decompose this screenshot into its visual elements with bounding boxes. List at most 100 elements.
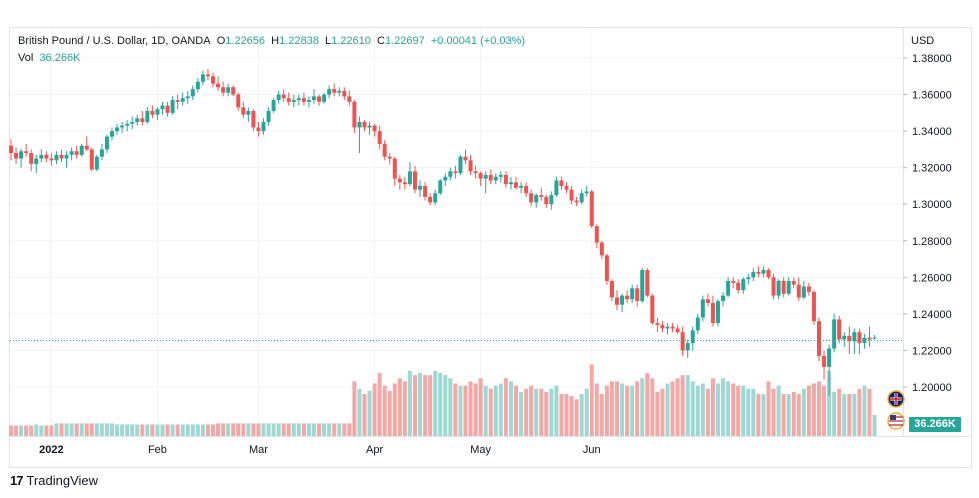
- candle-body: [74, 151, 79, 155]
- candle-body: [579, 193, 584, 203]
- volume-bar: [463, 385, 468, 436]
- candle-body: [609, 280, 614, 298]
- volume-bar: [216, 423, 221, 436]
- volume-legend[interactable]: Vol 36.266K: [18, 52, 80, 64]
- candle-body: [382, 143, 387, 157]
- volume-bar: [781, 394, 786, 436]
- candle-body: [377, 131, 382, 144]
- price-axis[interactable]: 1.38000 1.36000 1.34000 1.32000 1.30000 1.280…: [903, 53, 952, 394]
- candle-body: [695, 317, 700, 331]
- volume-bar: [317, 423, 322, 436]
- candle-body: [781, 280, 786, 294]
- volume-bar: [251, 423, 256, 436]
- volume-bar: [236, 423, 241, 436]
- volume-bar: [539, 388, 544, 436]
- candle-body: [9, 145, 13, 154]
- chart-border: [9, 27, 972, 468]
- volume-bar: [79, 423, 84, 436]
- candle-body: [54, 154, 59, 161]
- volume-bar: [175, 424, 180, 436]
- candle-body: [675, 328, 680, 333]
- volume-bar: [508, 381, 513, 436]
- volume-bar: [811, 383, 816, 436]
- candle-body: [478, 173, 483, 179]
- close-label: C: [377, 35, 385, 47]
- candle-body: [69, 151, 74, 155]
- price-tick-label: 1.22000: [912, 345, 952, 357]
- time-tick-label: Mar: [249, 444, 268, 456]
- volume-bar: [367, 390, 372, 436]
- volume-bar: [857, 388, 862, 436]
- volume-bar: [180, 424, 185, 436]
- candle-body: [645, 270, 650, 296]
- candle-body: [630, 288, 635, 300]
- volume-bar: [751, 388, 756, 436]
- candle-body: [175, 100, 180, 102]
- volume-bar: [24, 425, 29, 436]
- candle-body: [135, 118, 140, 122]
- candle-body: [312, 96, 316, 101]
- candle-body: [342, 90, 347, 97]
- candle-body: [453, 171, 458, 174]
- volume-bar: [44, 425, 49, 436]
- candle-body: [99, 149, 104, 157]
- volume-bar: [842, 394, 847, 436]
- candle-body: [680, 332, 685, 351]
- candle-body: [261, 121, 266, 132]
- candle-body: [726, 280, 731, 296]
- candle-body: [165, 105, 170, 113]
- candle-body: [362, 121, 367, 128]
- candle-body: [594, 226, 599, 243]
- candle-body: [534, 195, 539, 203]
- volume-bar: [544, 391, 549, 436]
- candle-body: [79, 145, 84, 155]
- close-value: 1.22697: [384, 35, 425, 47]
- uk-flag-icon[interactable]: [887, 390, 905, 408]
- candle-body: [367, 125, 372, 128]
- candle-body: [301, 98, 306, 102]
- time-tick-label: Feb: [148, 444, 167, 456]
- candle-body: [539, 195, 544, 197]
- volume-bar: [700, 383, 705, 436]
- volume-bar: [64, 423, 69, 436]
- volume-bar: [94, 423, 99, 436]
- candle-body: [827, 348, 832, 367]
- symbol-title[interactable]: British Pound / U.S. Dollar, 1D, OANDA: [18, 35, 211, 47]
- volume-bar: [135, 424, 140, 436]
- candle-body: [332, 89, 337, 93]
- volume-bar: [872, 415, 877, 436]
- candle-body: [104, 136, 109, 150]
- currency-label: USD: [911, 35, 934, 47]
- volume-bar: [665, 383, 670, 436]
- volume-bar: [756, 394, 761, 436]
- volume-bar: [468, 381, 473, 436]
- price-tick-label: 1.34000: [912, 126, 952, 138]
- candle-body: [791, 280, 796, 285]
- candle-body: [29, 153, 34, 165]
- volume-bar: [246, 423, 251, 436]
- volume-bar: [589, 364, 594, 436]
- volume-bar: [382, 385, 387, 436]
- candle-body: [120, 125, 125, 128]
- volume-bar: [786, 394, 791, 436]
- time-axis[interactable]: 2022 Feb Mar Apr May Jun: [39, 444, 600, 456]
- volume-bar: [529, 385, 534, 436]
- volume-bar: [195, 424, 200, 436]
- footer[interactable]: 17 TradingView: [10, 473, 98, 488]
- candle-body: [195, 81, 200, 90]
- volume-bar: [231, 423, 236, 436]
- brand-name[interactable]: TradingView: [26, 473, 99, 488]
- volume-bar: [387, 390, 392, 436]
- volume-label: Vol: [18, 52, 34, 64]
- us-flag-icon[interactable]: [887, 412, 905, 430]
- volume-bar: [221, 423, 226, 436]
- symbol-legend[interactable]: British Pound / U.S. Dollar, 1D, OANDA O…: [18, 35, 525, 47]
- candle-body: [655, 323, 660, 325]
- volume-bar: [312, 423, 316, 436]
- candle-body: [337, 90, 342, 93]
- volume-bar: [604, 385, 609, 436]
- tradingview-logo-icon[interactable]: 17: [10, 473, 24, 488]
- candle-body: [251, 111, 256, 128]
- volume-bar: [281, 423, 286, 436]
